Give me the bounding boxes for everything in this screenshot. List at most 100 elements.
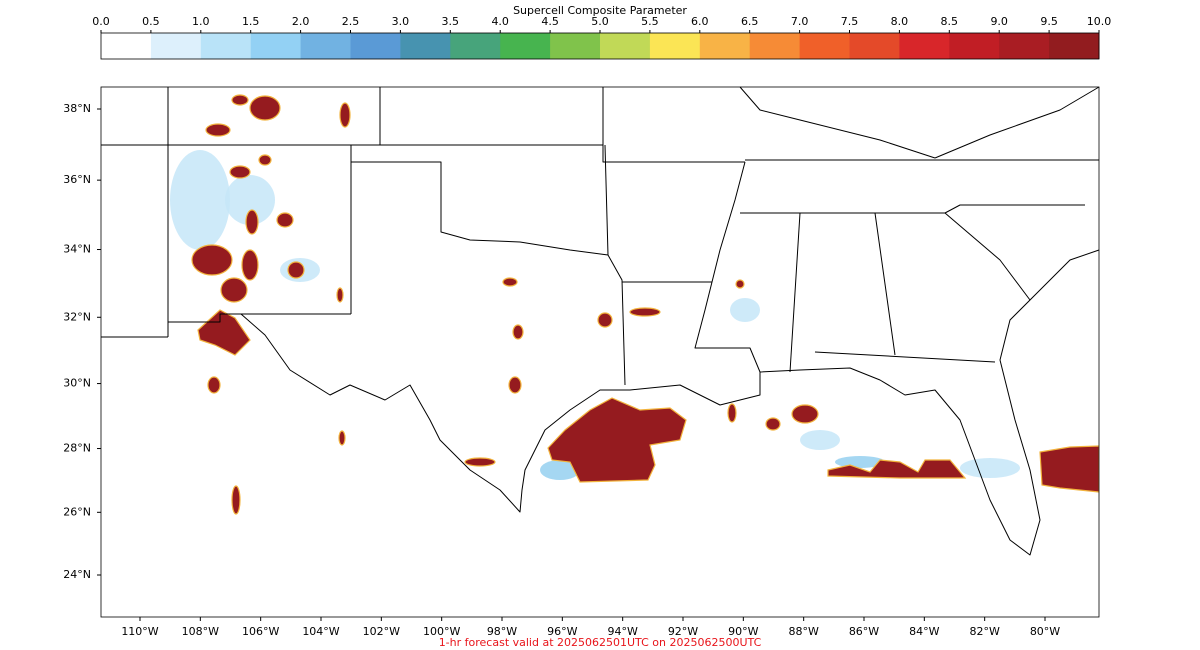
colorbar-bin — [699, 33, 751, 59]
field-high — [765, 417, 781, 431]
field-high — [735, 279, 745, 289]
lon-label: 82°W — [969, 625, 999, 638]
colorbar-bin — [500, 33, 551, 59]
colorbar-tick-label: 9.5 — [1040, 15, 1058, 28]
colorbar: 0.0 0.5 1.0 1.5 2.0 2.5 3.0 3.5 4.0 4.5 5.0 5.5 6.0 6… — [92, 15, 1112, 60]
field-high — [197, 309, 251, 356]
field-high — [249, 95, 281, 121]
field-high — [231, 485, 241, 515]
colorbar-bin — [1049, 33, 1100, 59]
colorbar-tick-label: 7.5 — [841, 15, 859, 28]
colorbar-tick-label: 10.0 — [1087, 15, 1112, 28]
lon-label: 106°W — [242, 625, 279, 638]
colorbar-tick-label: 3.0 — [392, 15, 410, 28]
field-high — [338, 430, 346, 446]
colorbar-tick-label: 8.0 — [891, 15, 909, 28]
field-high — [336, 287, 344, 303]
colorbar-bin — [600, 33, 651, 59]
lon-label: 84°W — [909, 625, 939, 638]
lon-label: 92°W — [668, 625, 698, 638]
colorbar-tick-label: 7.0 — [791, 15, 809, 28]
colorbar-bin — [749, 33, 801, 59]
lon-label: 98°W — [487, 625, 517, 638]
field-high — [629, 307, 661, 317]
colorbar-tick-label: 1.5 — [242, 15, 260, 28]
colorbar-tick-label: 2.5 — [342, 15, 360, 28]
field-mid — [540, 460, 580, 480]
footer: 1-hr forecast valid at 2025062501UTC on … — [439, 636, 762, 649]
field-high — [191, 244, 233, 276]
lon-label: 102°W — [363, 625, 400, 638]
field-low — [730, 298, 760, 322]
field-high — [339, 102, 351, 128]
field-high — [258, 154, 272, 166]
field-high — [464, 457, 496, 467]
lon-label: 108°W — [182, 625, 219, 638]
colorbar-bin — [849, 33, 900, 59]
lon-label: 80°W — [1030, 625, 1060, 638]
colorbar-bin — [899, 33, 950, 59]
colorbar-tick-label: 1.0 — [192, 15, 210, 28]
field-low — [800, 430, 840, 450]
colorbar-tick-label: 5.5 — [641, 15, 659, 28]
colorbar-tick-label: 4.5 — [541, 15, 559, 28]
colorbar-tick-label: 9.0 — [990, 15, 1008, 28]
state-border — [101, 87, 745, 338]
colorbar-bin — [250, 33, 302, 59]
colorbar-bin — [999, 33, 1050, 59]
coast-border — [240, 249, 1100, 556]
lat-labels: 38°N 36°N 34°N 32°N 30°N 28°N 26°N 24°N — [63, 102, 101, 581]
field-low — [170, 150, 230, 250]
lat-label: 26°N — [63, 505, 91, 518]
field-high — [205, 123, 231, 137]
field-high — [827, 459, 967, 479]
colorbar-bin — [350, 33, 401, 59]
lat-label: 34°N — [63, 243, 91, 256]
colorbar-bin — [799, 33, 850, 59]
lon-label: 96°W — [547, 625, 577, 638]
field-high — [512, 324, 524, 340]
field-high — [207, 376, 221, 394]
field-high — [245, 209, 259, 235]
colorbar-tick-label: 4.0 — [491, 15, 509, 28]
colorbar-tick-label: 2.0 — [292, 15, 310, 28]
lon-label: 110°W — [121, 625, 158, 638]
field-high — [276, 212, 294, 228]
lat-label: 28°N — [63, 442, 91, 455]
field-high — [597, 312, 613, 328]
colorbar-title: Supercell Composite Parameter — [513, 4, 687, 17]
lat-label: 24°N — [63, 568, 91, 581]
colorbar-bin — [649, 33, 701, 59]
colorbar-tick-label: 0.5 — [142, 15, 160, 28]
lat-label: 30°N — [63, 377, 91, 390]
colorbar-bin — [101, 33, 152, 59]
field-high — [508, 376, 522, 394]
lon-label: 88°W — [788, 625, 818, 638]
map-frame — [100, 86, 1100, 618]
state-border — [607, 86, 1100, 386]
colorbar-tick-label: 6.5 — [741, 15, 759, 28]
field-low — [960, 458, 1020, 478]
field-high — [791, 404, 819, 424]
field-high — [1039, 445, 1099, 493]
field-high — [229, 165, 251, 179]
lon-label: 94°W — [607, 625, 637, 638]
field-high — [547, 397, 687, 483]
field-high — [231, 94, 249, 106]
lon-label: 100°W — [423, 625, 460, 638]
colorbar-tick-label: 0.0 — [92, 15, 110, 28]
borders — [101, 86, 1100, 556]
colorbar-bin — [300, 33, 351, 59]
map: 38°N 36°N 34°N 32°N 30°N 28°N 26°N 24°N 110°W 10… — [63, 86, 1100, 638]
lat-label: 38°N — [63, 102, 91, 115]
colorbar-bin — [450, 33, 501, 59]
field-high — [727, 403, 737, 423]
field-high — [287, 261, 305, 279]
colorbar-tick-label: 5.0 — [591, 15, 609, 28]
lon-label: 86°W — [849, 625, 879, 638]
field-high — [241, 249, 259, 281]
lat-label: 32°N — [63, 310, 91, 323]
colorbar-tick-label: 3.5 — [442, 15, 460, 28]
colorbar-bin — [400, 33, 451, 59]
